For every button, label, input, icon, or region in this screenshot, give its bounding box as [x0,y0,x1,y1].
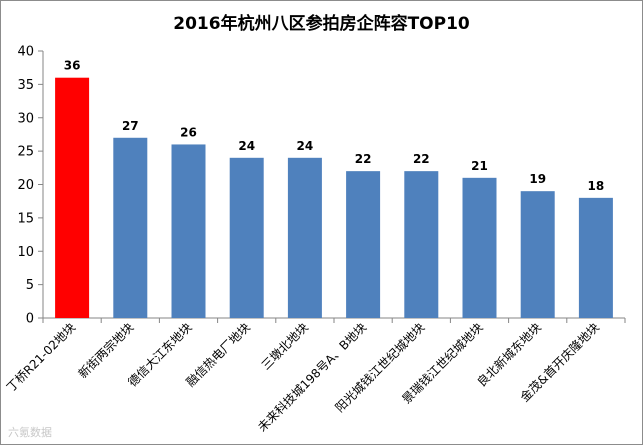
data-label: 18 [588,179,605,193]
y-tick-label: 10 [17,245,34,260]
y-tick-label: 25 [17,145,34,160]
chart-title: 2016年杭州八区参拍房企阵容TOP10 [173,14,470,34]
bar [229,157,264,318]
data-label: 22 [355,152,372,166]
x-tick-label: 丁桥R21-02地块 [4,320,78,394]
bar [346,171,381,318]
bar [171,144,206,318]
y-tick-label: 15 [17,211,34,226]
bar [520,191,555,318]
data-label: 26 [180,125,197,139]
y-tick-label: 0 [26,312,34,327]
data-label: 27 [122,119,139,133]
data-label: 19 [529,172,546,186]
y-tick-label: 35 [17,78,34,93]
y-tick-label: 20 [17,178,34,193]
watermark: 六氪数据 [8,426,52,439]
bar [462,177,497,318]
data-label: 21 [471,159,488,173]
x-tick-label: 新街两宗地块 [75,320,137,382]
data-label: 24 [297,139,314,153]
x-tick-label: 未来科技城198号A、B地块 [255,320,369,434]
y-tick-label: 40 [17,45,34,60]
y-tick-label: 5 [26,278,34,293]
bar [404,171,439,318]
y-tick-label: 30 [17,111,34,126]
bar [113,137,148,318]
data-label: 22 [413,152,430,166]
data-label: 24 [238,139,255,153]
bar [287,157,322,318]
bar [55,77,90,318]
bar [578,197,613,318]
x-tick-label: 三墩北地块 [259,320,311,372]
data-label: 36 [64,59,81,73]
